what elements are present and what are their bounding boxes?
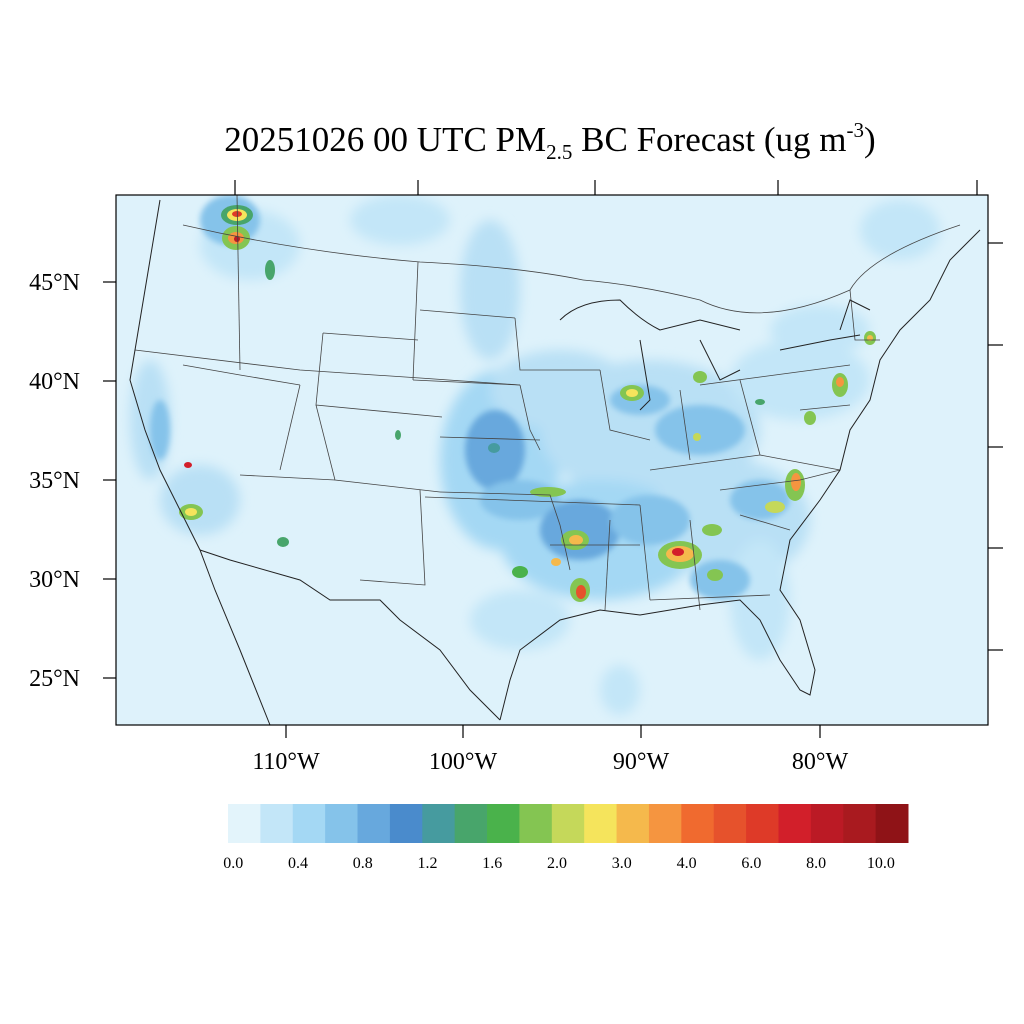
map-title: 20251026 00 UTC PM2.5 BC Forecast (ug m-… [0, 118, 1024, 165]
colorbar-swatch [584, 804, 618, 843]
colorbar-label: 8.0 [806, 855, 826, 872]
colorbar-swatch [292, 804, 326, 843]
title-suffix: ) [864, 120, 876, 159]
colorbar: 0.0 0.4 0.8 1.2 1.6 2.0 3.0 4.0 6.0 8.0 10.0 [223, 804, 909, 872]
concentration-field [129, 195, 981, 725]
colorbar-label: 1.2 [418, 855, 438, 872]
colorbar-label: 3.0 [612, 855, 632, 872]
title-subscript: 2.5 [546, 140, 573, 164]
colorbar-swatch [487, 804, 520, 843]
latitude-labels: 45°N 40°N 35°N 30°N 25°N [29, 270, 80, 692]
state-boundaries [134, 195, 961, 611]
lon-label: 90°W [613, 749, 670, 775]
colorbar-label: 0.0 [223, 855, 243, 872]
colorbar-swatch [454, 804, 488, 843]
colorbar-swatch [648, 804, 682, 843]
axis-ticks [103, 180, 1003, 738]
colorbar-label: 4.0 [677, 855, 697, 872]
colorbar-swatch [260, 804, 294, 843]
colorbar-swatch [325, 804, 359, 843]
colorbar-swatch [389, 804, 423, 843]
colorbar-label: 10.0 [867, 855, 895, 872]
lat-label: 45°N [29, 270, 80, 296]
lat-label: 30°N [29, 567, 80, 593]
colorbar-label: 0.4 [288, 855, 308, 872]
map-frame [115, 194, 989, 726]
lon-label: 110°W [252, 749, 320, 775]
coastline [129, 199, 981, 725]
colorbar-label: 0.8 [353, 855, 373, 872]
colorbar-swatch [551, 804, 585, 843]
colorbar-swatch [746, 804, 779, 843]
colorbar-swatch [228, 804, 261, 843]
longitude-labels: 110°W 100°W 90°W 80°W [252, 749, 848, 775]
colorbar-swatch [616, 804, 650, 843]
colorbar-swatch [875, 804, 909, 843]
colorbar-swatch [810, 804, 844, 843]
colorbar-swatch [357, 804, 391, 843]
colorbar-label: 2.0 [547, 855, 567, 872]
colorbar-swatch [713, 804, 747, 843]
colorbar-swatch [843, 804, 877, 843]
lat-label: 35°N [29, 468, 80, 494]
title-prefix: 20251026 00 UTC PM [224, 120, 547, 159]
lat-label: 25°N [29, 666, 80, 692]
title-superscript: -3 [846, 118, 865, 142]
colorbar-label: 6.0 [741, 855, 761, 872]
lon-label: 80°W [792, 749, 849, 775]
lon-label: 100°W [429, 749, 498, 775]
hotspot-markers [179, 205, 876, 602]
colorbar-swatch [681, 804, 715, 843]
lat-label: 40°N [29, 369, 80, 395]
colorbar-swatch [422, 804, 456, 843]
colorbar-label: 1.6 [482, 855, 502, 872]
colorbar-swatch [519, 804, 553, 843]
colorbar-swatch [778, 804, 812, 843]
title-middle: BC Forecast (ug m [572, 120, 847, 159]
